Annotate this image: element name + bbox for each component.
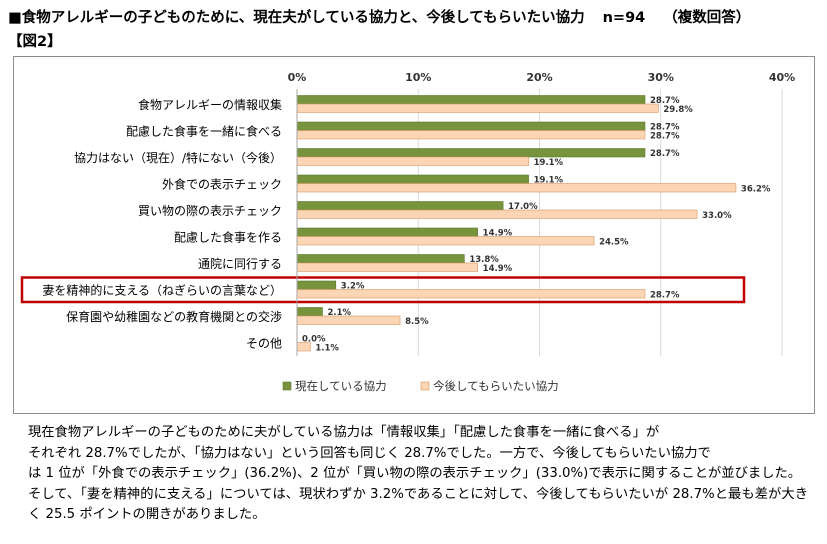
- bar-current: [296, 307, 323, 317]
- x-tick-label: 20%: [526, 71, 552, 84]
- legend-label-current: 現在している協力: [295, 379, 387, 393]
- caption-line: それぞれ 28.7%でしたが、「協力はない」という回答も同じく 28.7%でした…: [28, 445, 711, 461]
- x-tick-label: 40%: [769, 71, 795, 84]
- legend-swatch-future: [420, 381, 430, 391]
- data-label-current: 28.7%: [650, 123, 680, 133]
- data-label-current: 13.8%: [469, 255, 499, 265]
- data-label-current: 28.7%: [650, 96, 680, 106]
- bar-future: [296, 209, 698, 219]
- category-label: 協力はない（現在）/特にない（今後）: [74, 150, 282, 165]
- highlight-box: [20, 276, 746, 304]
- bar-chart: 0% 10% 20% 30% 40%食物アレルギーの情報収集 28.7%29.8%配慮した…: [20, 71, 795, 393]
- data-label-future: 36.2%: [741, 185, 771, 195]
- bar-future: [296, 183, 737, 193]
- data-label-future: 28.7%: [650, 132, 680, 142]
- bar-future: [296, 262, 478, 272]
- caption-paragraph: 現在食物アレルギーの子どものために夫がしている協力は「情報収集」「配慮した食事を…: [28, 423, 808, 526]
- title-text: ■食物アレルギーの子どものために、現在夫がしている協力と、今後してもらいたい協力: [8, 10, 585, 26]
- chart-frame: 0% 10% 20% 30% 40% 食物アレルギーの情報収集 28.7% 29.8% 配慮した…: [13, 56, 815, 414]
- bar-future: [296, 156, 529, 166]
- data-label-future: 28.7%: [650, 291, 680, 301]
- legend-swatch-current: [282, 381, 292, 391]
- title-note: （複数回答）: [663, 10, 751, 26]
- category-label: 保育園や幼稚園などの教育機関との交渉: [66, 309, 282, 324]
- bar-current: [296, 201, 504, 211]
- category-label: 食物アレルギーの情報収集: [138, 97, 282, 112]
- x-tick-label: 10%: [405, 71, 431, 84]
- caption-line: そして、「妻を精神的に支える」については、現状わずか 3.2%であることに対して…: [28, 486, 808, 523]
- category-label: 通院に同行する: [198, 257, 282, 271]
- figure-label: 【図2】: [8, 34, 62, 50]
- data-label-future: 24.5%: [599, 238, 629, 248]
- category-label: 配慮した食事を一緒に食べる: [126, 123, 282, 138]
- data-label-current: 17.0%: [508, 202, 538, 212]
- data-label-future: 19.1%: [534, 158, 564, 168]
- data-label-current: 19.1%: [534, 176, 564, 186]
- data-label-current: 3.2%: [341, 282, 365, 292]
- bar-future: [296, 130, 646, 140]
- bar-future: [296, 103, 659, 113]
- category-label: その他: [246, 336, 282, 350]
- data-label-future: 1.1%: [315, 344, 339, 354]
- caption-line: は 1 位が「外食での表示チェック」(36.2%)、2 位が「買い物の際の表示チ…: [28, 466, 802, 481]
- category-label: 外食での表示チェック: [162, 176, 282, 191]
- legend-label-future: 今後してもらいたい協力: [433, 379, 559, 393]
- page-title: ■食物アレルギーの子どものために、現在夫がしている協力と、今後してもらいたい協力…: [8, 6, 750, 27]
- data-label-current: 2.1%: [327, 308, 351, 318]
- x-tick-label: 0%: [288, 71, 307, 84]
- data-label-current: 0.0%: [302, 335, 326, 345]
- data-label-future: 33.0%: [702, 211, 732, 221]
- category-label: 妻を精神的に支える（ねぎらいの言葉など）: [42, 282, 282, 297]
- bar-future: [296, 236, 595, 246]
- bar-current: [296, 121, 646, 131]
- bar-current: [296, 95, 646, 105]
- bar-current: [296, 254, 465, 264]
- data-label-future: 14.9%: [483, 264, 513, 274]
- bar-current: [296, 148, 646, 158]
- bar-current: [296, 174, 529, 184]
- category-label: 配慮した食事を作る: [174, 229, 282, 244]
- bar-current: [296, 280, 337, 290]
- caption-line: 現在食物アレルギーの子どものために夫がしている協力は「情報収集」「配慮した食事を…: [28, 425, 660, 440]
- data-label-future: 8.5%: [405, 317, 429, 327]
- x-tick-label: 30%: [648, 71, 674, 84]
- sample-size: n=94: [602, 10, 646, 26]
- data-label-current: 14.9%: [483, 229, 513, 239]
- category-label: 買い物の際の表示チェック: [138, 204, 282, 218]
- data-label-current: 28.7%: [650, 149, 680, 159]
- bar-current: [296, 227, 478, 237]
- data-label-future: 29.8%: [663, 105, 693, 115]
